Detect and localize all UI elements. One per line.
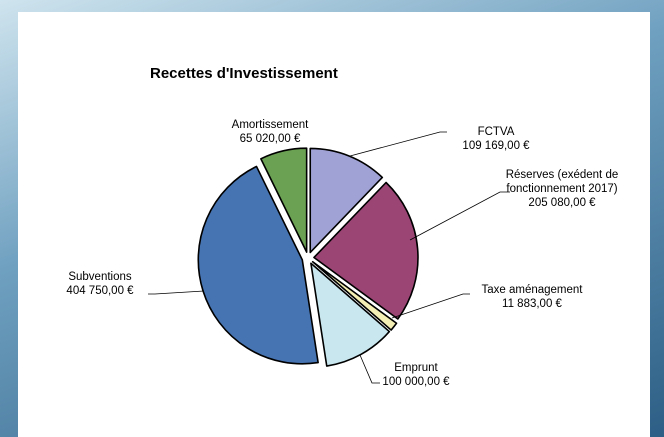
- leader-line: [409, 191, 510, 241]
- category-label: Réserves (exédent de fonctionnement 2017…: [505, 169, 619, 195]
- pie-slice: [313, 181, 419, 320]
- slices: [197, 147, 419, 367]
- category-label: FCTVA: [477, 126, 515, 138]
- leader-line: [359, 354, 380, 384]
- value-label: 404 750,00 €: [66, 285, 134, 297]
- leader-line: [391, 293, 470, 319]
- pie-slice: [311, 260, 398, 331]
- category-label: Taxe aménagement: [481, 284, 583, 296]
- leader-line: [349, 131, 447, 157]
- chart-title: Recettes d'Investissement: [150, 65, 338, 82]
- slice-label: Amortissement 65 020,00 €: [222, 118, 318, 146]
- pie-slice: [309, 147, 384, 254]
- leader-lines: [148, 131, 510, 384]
- pie-slice: [260, 147, 308, 253]
- slice-label: Subventions 404 750,00 €: [54, 270, 146, 298]
- category-label: Amortissement: [231, 119, 309, 131]
- value-label: 205 080,00 €: [528, 197, 596, 209]
- slice-label: Taxe aménagement 11 883,00 €: [468, 283, 596, 311]
- pie-slice: [310, 262, 391, 367]
- value-label: 109 169,00 €: [462, 140, 530, 152]
- value-label: 65 020,00 €: [239, 133, 301, 145]
- slice-label: Emprunt 100 000,00 €: [376, 361, 456, 389]
- value-label: 11 883,00 €: [502, 298, 562, 310]
- leader-line: [148, 290, 205, 295]
- slice-label: Réserves (exédent de fonctionnement 2017…: [502, 168, 622, 210]
- category-label: Emprunt: [394, 362, 438, 374]
- slice-label: FCTVA 109 169,00 €: [448, 125, 544, 153]
- category-label: Subventions: [68, 271, 132, 283]
- value-label: 100 000,00 €: [382, 376, 450, 388]
